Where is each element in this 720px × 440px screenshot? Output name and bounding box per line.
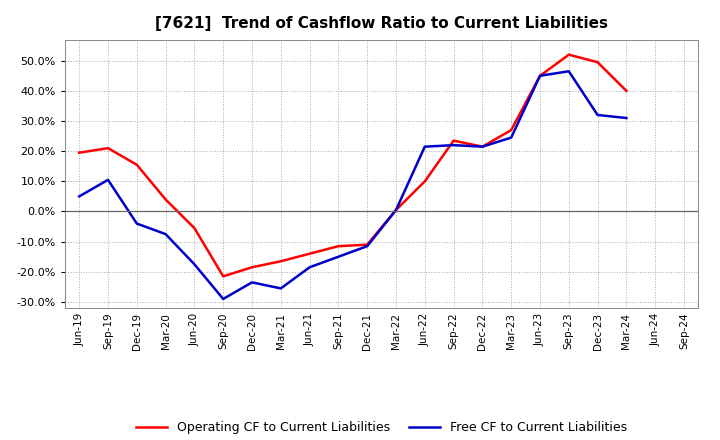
Title: [7621]  Trend of Cashflow Ratio to Current Liabilities: [7621] Trend of Cashflow Ratio to Curren… <box>155 16 608 32</box>
Operating CF to Current Liabilities <box>334 243 343 249</box>
Operating CF to Current Liabilities <box>132 162 141 167</box>
Operating CF to Current Liabilities <box>276 259 285 264</box>
Operating CF to Current Liabilities <box>478 144 487 149</box>
Legend: Operating CF to Current Liabilities, Free CF to Current Liabilities: Operating CF to Current Liabilities, Fre… <box>131 416 632 439</box>
Free CF to Current Liabilities <box>593 112 602 117</box>
Line: Operating CF to Current Liabilities: Operating CF to Current Liabilities <box>79 55 626 276</box>
Operating CF to Current Liabilities <box>392 207 400 213</box>
Operating CF to Current Liabilities <box>622 88 631 94</box>
Operating CF to Current Liabilities <box>363 242 372 247</box>
Line: Free CF to Current Liabilities: Free CF to Current Liabilities <box>79 71 626 299</box>
Free CF to Current Liabilities <box>622 115 631 121</box>
Free CF to Current Liabilities <box>161 231 170 237</box>
Operating CF to Current Liabilities <box>219 274 228 279</box>
Operating CF to Current Liabilities <box>564 52 573 57</box>
Operating CF to Current Liabilities <box>507 128 516 133</box>
Free CF to Current Liabilities <box>248 280 256 285</box>
Operating CF to Current Liabilities <box>593 59 602 65</box>
Free CF to Current Liabilities <box>392 207 400 213</box>
Operating CF to Current Liabilities <box>248 264 256 270</box>
Free CF to Current Liabilities <box>75 194 84 199</box>
Free CF to Current Liabilities <box>564 69 573 74</box>
Free CF to Current Liabilities <box>219 296 228 301</box>
Free CF to Current Liabilities <box>132 221 141 226</box>
Free CF to Current Liabilities <box>276 286 285 291</box>
Free CF to Current Liabilities <box>334 254 343 259</box>
Free CF to Current Liabilities <box>536 73 544 78</box>
Free CF to Current Liabilities <box>449 143 458 148</box>
Operating CF to Current Liabilities <box>75 150 84 155</box>
Free CF to Current Liabilities <box>478 144 487 149</box>
Operating CF to Current Liabilities <box>536 73 544 78</box>
Free CF to Current Liabilities <box>363 243 372 249</box>
Operating CF to Current Liabilities <box>104 146 112 151</box>
Operating CF to Current Liabilities <box>161 197 170 202</box>
Free CF to Current Liabilities <box>104 177 112 183</box>
Operating CF to Current Liabilities <box>190 225 199 231</box>
Free CF to Current Liabilities <box>420 144 429 149</box>
Operating CF to Current Liabilities <box>449 138 458 143</box>
Free CF to Current Liabilities <box>190 262 199 267</box>
Operating CF to Current Liabilities <box>420 179 429 184</box>
Operating CF to Current Liabilities <box>305 251 314 257</box>
Free CF to Current Liabilities <box>305 264 314 270</box>
Free CF to Current Liabilities <box>507 135 516 140</box>
